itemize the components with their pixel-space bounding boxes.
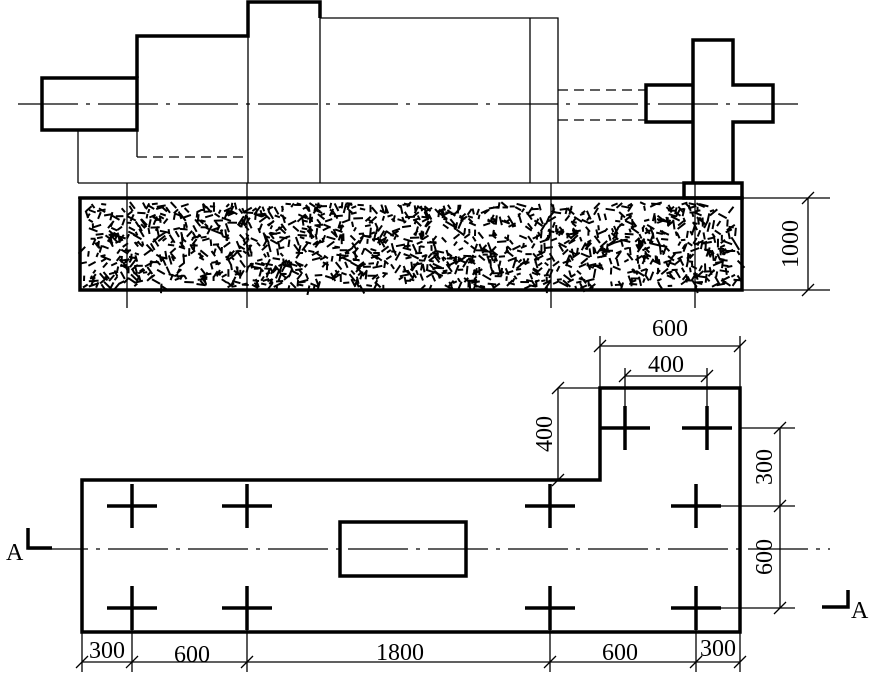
dim-text: 600	[752, 539, 778, 575]
dim-text: 400	[648, 352, 684, 378]
dim-text: 300	[700, 636, 736, 662]
dimension-ticks	[75, 339, 787, 669]
motor-outline	[135, 0, 322, 78]
dim-text: 300	[752, 449, 778, 485]
section-label: A	[851, 598, 869, 624]
section-marks	[26, 528, 850, 609]
dim-text: 600	[602, 640, 638, 666]
dimension-lines	[81, 336, 795, 672]
shaft	[40, 76, 139, 132]
plan: A A 600 400 400 300 600 300 600 1800 600…	[6, 316, 869, 672]
dim-text: 600	[174, 642, 210, 668]
bolt-holes	[107, 406, 732, 630]
dim-height	[742, 191, 830, 297]
dim-text: 300	[89, 638, 125, 664]
dim-text: 400	[532, 416, 558, 452]
coupling	[644, 38, 775, 183]
support	[682, 181, 744, 200]
elevation: 1000	[18, 0, 830, 308]
section-label: A	[6, 540, 24, 566]
hidden-lines	[137, 89, 646, 158]
opening	[338, 520, 468, 578]
dim-text: 600	[652, 316, 688, 342]
dim-text: 1000	[778, 220, 804, 268]
dim-text: 1800	[376, 640, 424, 666]
bolt-axes	[126, 183, 696, 308]
plan-outline	[80, 386, 742, 634]
machine-lines	[77, 2, 559, 183]
foundation	[78, 196, 744, 292]
base-plate	[78, 182, 742, 199]
concrete-hatch	[77, 201, 746, 296]
